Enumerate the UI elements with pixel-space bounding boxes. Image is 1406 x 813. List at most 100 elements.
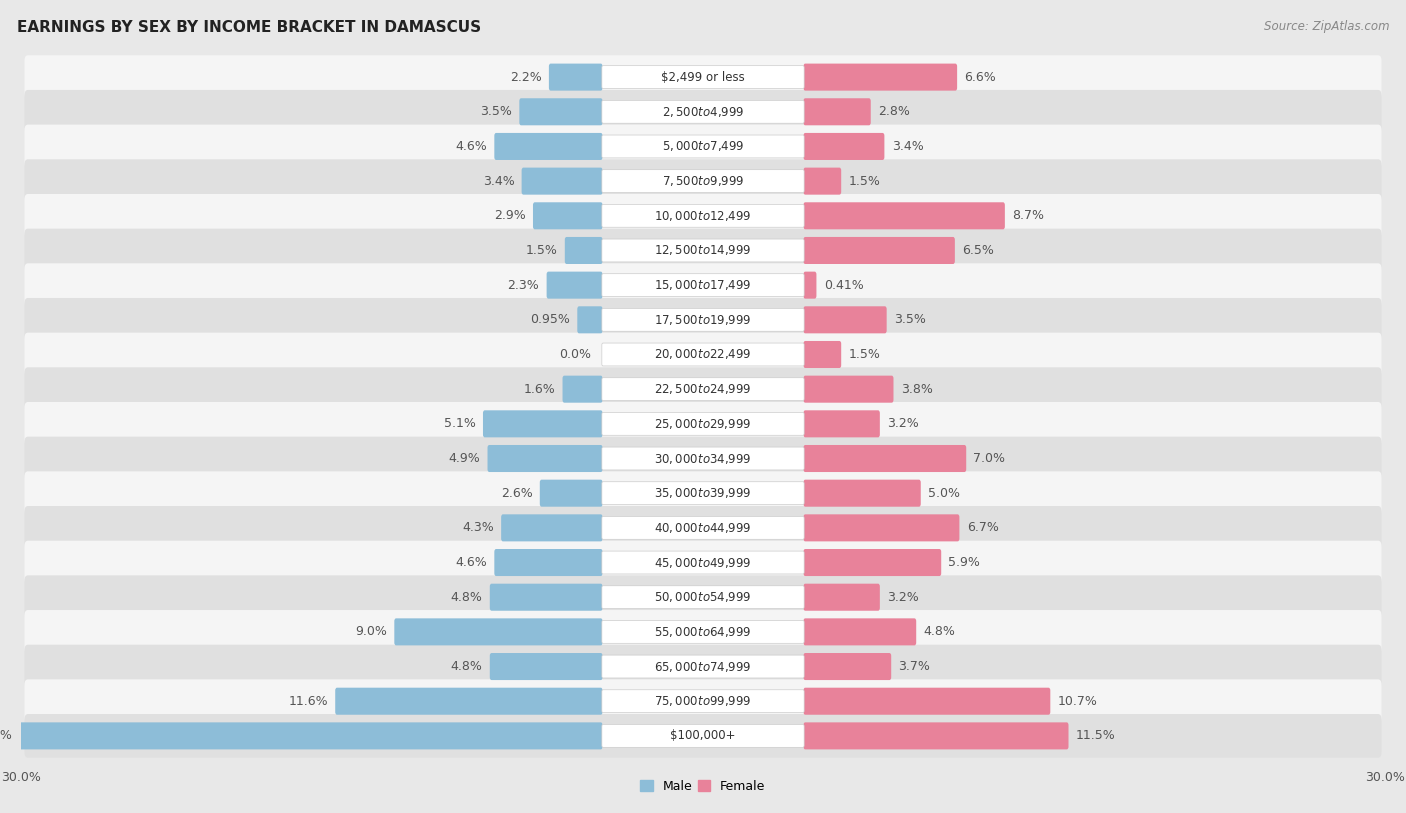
FancyBboxPatch shape — [602, 585, 804, 609]
Text: 4.8%: 4.8% — [451, 591, 482, 604]
FancyBboxPatch shape — [803, 723, 1069, 750]
Text: 6.5%: 6.5% — [962, 244, 994, 257]
Text: $45,000 to $49,999: $45,000 to $49,999 — [654, 555, 752, 570]
Legend: Male, Female: Male, Female — [641, 780, 765, 793]
Text: 11.6%: 11.6% — [288, 695, 328, 707]
Text: EARNINGS BY SEX BY INCOME BRACKET IN DAMASCUS: EARNINGS BY SEX BY INCOME BRACKET IN DAM… — [17, 20, 481, 35]
FancyBboxPatch shape — [803, 202, 1005, 229]
Text: 2.9%: 2.9% — [494, 209, 526, 222]
Text: $40,000 to $44,999: $40,000 to $44,999 — [654, 521, 752, 535]
Text: 11.5%: 11.5% — [1076, 729, 1115, 742]
Text: 2.6%: 2.6% — [501, 487, 533, 500]
Text: 6.7%: 6.7% — [967, 521, 998, 534]
FancyBboxPatch shape — [602, 204, 804, 228]
FancyBboxPatch shape — [24, 90, 1382, 133]
Text: 3.7%: 3.7% — [898, 660, 931, 673]
FancyBboxPatch shape — [24, 228, 1382, 272]
FancyBboxPatch shape — [562, 376, 603, 402]
Text: 3.2%: 3.2% — [887, 591, 920, 604]
FancyBboxPatch shape — [803, 341, 841, 368]
FancyBboxPatch shape — [24, 194, 1382, 237]
Text: 5.0%: 5.0% — [928, 487, 960, 500]
Text: Source: ZipAtlas.com: Source: ZipAtlas.com — [1264, 20, 1389, 33]
Text: $2,500 to $4,999: $2,500 to $4,999 — [662, 105, 744, 119]
FancyBboxPatch shape — [602, 308, 804, 331]
Text: $22,500 to $24,999: $22,500 to $24,999 — [654, 382, 752, 396]
FancyBboxPatch shape — [602, 170, 804, 193]
FancyBboxPatch shape — [602, 66, 804, 89]
Text: $2,499 or less: $2,499 or less — [661, 71, 745, 84]
Text: $5,000 to $7,499: $5,000 to $7,499 — [662, 140, 744, 154]
Text: 0.0%: 0.0% — [560, 348, 592, 361]
FancyBboxPatch shape — [24, 506, 1382, 550]
FancyBboxPatch shape — [803, 584, 880, 611]
Text: 5.9%: 5.9% — [949, 556, 980, 569]
Text: 2.2%: 2.2% — [510, 71, 541, 84]
FancyBboxPatch shape — [803, 133, 884, 160]
Text: 3.8%: 3.8% — [901, 383, 932, 396]
FancyBboxPatch shape — [602, 239, 804, 262]
FancyBboxPatch shape — [495, 133, 603, 160]
FancyBboxPatch shape — [394, 619, 603, 646]
Text: 4.6%: 4.6% — [456, 556, 486, 569]
FancyBboxPatch shape — [519, 98, 603, 125]
FancyBboxPatch shape — [602, 482, 804, 505]
Text: $65,000 to $74,999: $65,000 to $74,999 — [654, 659, 752, 673]
FancyBboxPatch shape — [24, 610, 1382, 654]
FancyBboxPatch shape — [24, 124, 1382, 168]
FancyBboxPatch shape — [578, 307, 603, 333]
FancyBboxPatch shape — [803, 480, 921, 506]
FancyBboxPatch shape — [602, 620, 804, 643]
Text: $7,500 to $9,999: $7,500 to $9,999 — [662, 174, 744, 188]
Text: 4.6%: 4.6% — [456, 140, 486, 153]
Text: $25,000 to $29,999: $25,000 to $29,999 — [654, 417, 752, 431]
Text: 4.3%: 4.3% — [463, 521, 494, 534]
FancyBboxPatch shape — [803, 272, 817, 298]
Text: $15,000 to $17,499: $15,000 to $17,499 — [654, 278, 752, 292]
FancyBboxPatch shape — [803, 376, 893, 402]
FancyBboxPatch shape — [533, 202, 603, 229]
FancyBboxPatch shape — [24, 541, 1382, 585]
FancyBboxPatch shape — [602, 689, 804, 713]
FancyBboxPatch shape — [24, 159, 1382, 203]
FancyBboxPatch shape — [20, 723, 603, 750]
Text: 4.9%: 4.9% — [449, 452, 481, 465]
Text: 10.7%: 10.7% — [1057, 695, 1098, 707]
Text: 5.1%: 5.1% — [444, 417, 475, 430]
FancyBboxPatch shape — [803, 515, 959, 541]
FancyBboxPatch shape — [803, 549, 941, 576]
FancyBboxPatch shape — [803, 167, 841, 194]
FancyBboxPatch shape — [540, 480, 603, 506]
FancyBboxPatch shape — [24, 367, 1382, 411]
FancyBboxPatch shape — [24, 576, 1382, 619]
Text: 9.0%: 9.0% — [356, 625, 387, 638]
Text: $12,500 to $14,999: $12,500 to $14,999 — [654, 243, 752, 258]
Text: 1.5%: 1.5% — [526, 244, 558, 257]
FancyBboxPatch shape — [547, 272, 603, 298]
Text: $17,500 to $19,999: $17,500 to $19,999 — [654, 313, 752, 327]
Text: 2.3%: 2.3% — [508, 279, 540, 292]
Text: 2.8%: 2.8% — [877, 106, 910, 118]
FancyBboxPatch shape — [602, 516, 804, 539]
FancyBboxPatch shape — [24, 472, 1382, 515]
Text: $35,000 to $39,999: $35,000 to $39,999 — [654, 486, 752, 500]
Text: $20,000 to $22,499: $20,000 to $22,499 — [654, 347, 752, 362]
Text: $50,000 to $54,999: $50,000 to $54,999 — [654, 590, 752, 604]
FancyBboxPatch shape — [522, 167, 603, 194]
FancyBboxPatch shape — [803, 63, 957, 90]
Text: 4.8%: 4.8% — [451, 660, 482, 673]
FancyBboxPatch shape — [803, 445, 966, 472]
Text: 3.5%: 3.5% — [481, 106, 512, 118]
FancyBboxPatch shape — [602, 655, 804, 678]
Text: 3.2%: 3.2% — [887, 417, 920, 430]
FancyBboxPatch shape — [602, 551, 804, 574]
FancyBboxPatch shape — [602, 100, 804, 124]
FancyBboxPatch shape — [24, 645, 1382, 689]
Text: 4.8%: 4.8% — [924, 625, 955, 638]
FancyBboxPatch shape — [24, 714, 1382, 758]
FancyBboxPatch shape — [24, 55, 1382, 99]
FancyBboxPatch shape — [24, 680, 1382, 723]
Text: $30,000 to $34,999: $30,000 to $34,999 — [654, 451, 752, 466]
FancyBboxPatch shape — [24, 263, 1382, 307]
FancyBboxPatch shape — [803, 98, 870, 125]
